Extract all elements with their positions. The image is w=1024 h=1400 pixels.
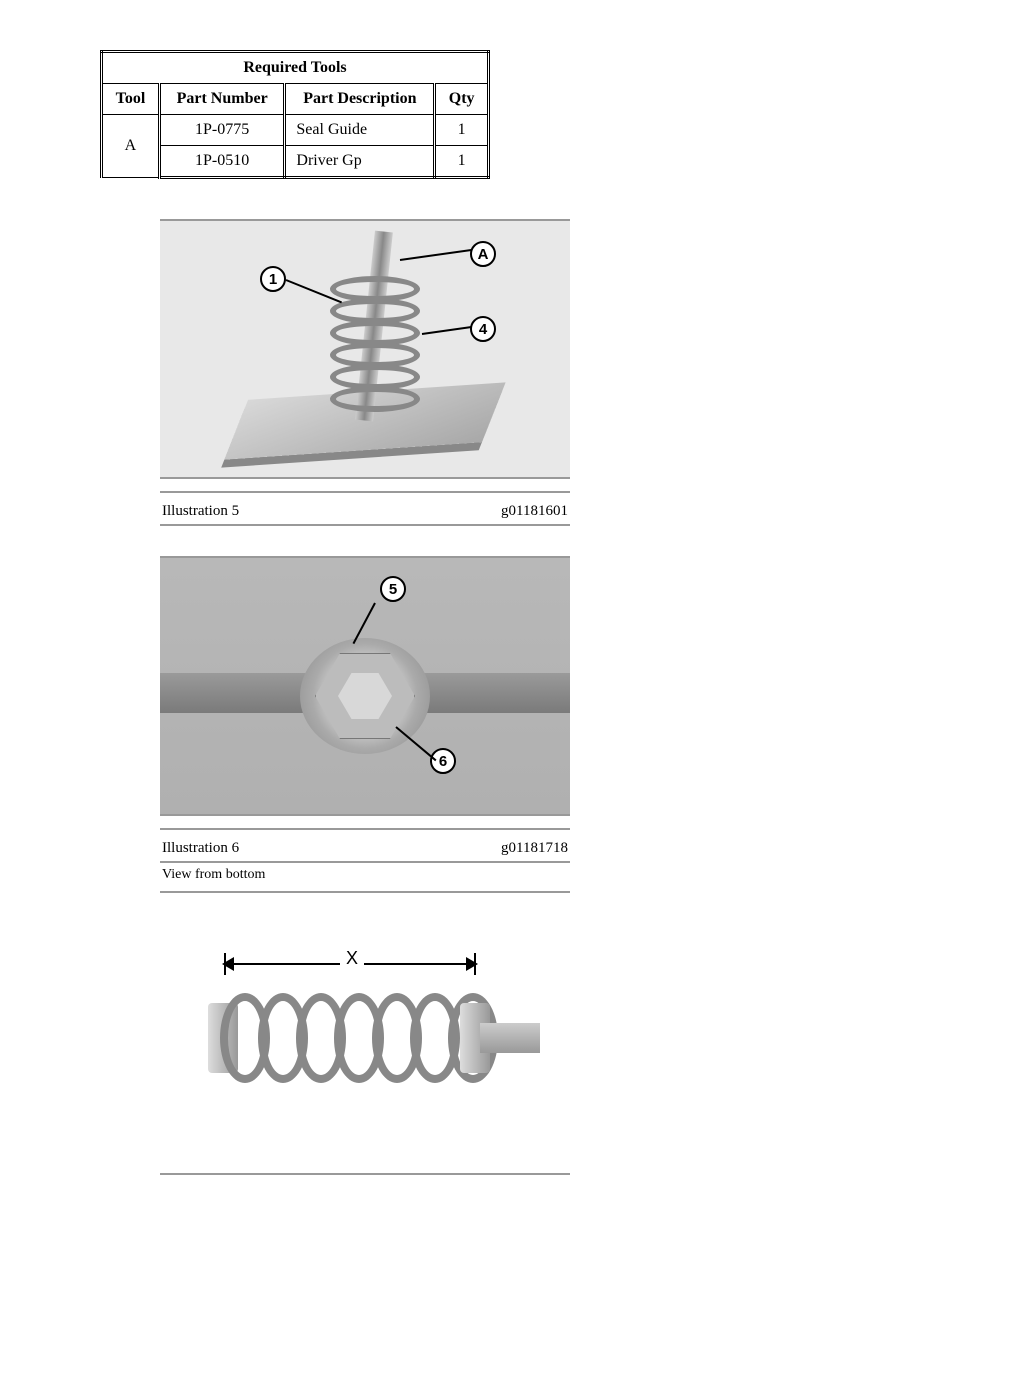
leader-line [400, 249, 472, 261]
table-title: Required Tools [102, 52, 489, 84]
illustration-code: g01181718 [501, 840, 568, 857]
col-tool: Tool [102, 84, 160, 115]
cell-qty: 1 [435, 146, 489, 178]
callout-1: 1 [260, 266, 286, 292]
figure-recoil-spring: X [160, 923, 570, 1143]
cell-partdesc: Driver Gp [285, 146, 435, 178]
leader-line [422, 326, 472, 335]
figure-illustration-5: 1 A 4 Illustration 5 g01181601 [160, 219, 570, 526]
spring-shape [330, 276, 420, 426]
divider [160, 1173, 570, 1175]
shaft-shape [480, 1023, 540, 1053]
table-row: A 1P-0775 Seal Guide 1 [102, 115, 489, 146]
col-partdesc: Part Description [285, 84, 435, 115]
required-tools-table: Required Tools Tool Part Number Part Des… [100, 50, 490, 179]
illustration-subcaption: View from bottom [160, 863, 570, 893]
figure-illustration-6: 5 6 Illustration 6 g01181718 View from b… [160, 556, 570, 893]
dim-label-x: X [340, 948, 364, 969]
dim-arrow-right-icon [466, 957, 478, 971]
table-row: 1P-0510 Driver Gp 1 [102, 146, 489, 178]
illustration-label: Illustration 6 [162, 840, 239, 857]
cell-partnum: 1P-0510 [159, 146, 284, 178]
cell-partdesc: Seal Guide [285, 115, 435, 146]
callout-6: 6 [430, 748, 456, 774]
callout-A: A [470, 241, 496, 267]
figure-image: 5 6 [160, 556, 570, 816]
illustration-code: g01181601 [501, 503, 568, 520]
figure-image: 1 A 4 [160, 219, 570, 479]
illustration-label: Illustration 5 [162, 503, 239, 520]
callout-4: 4 [470, 316, 496, 342]
figure-image: X [160, 923, 570, 1143]
col-qty: Qty [435, 84, 489, 115]
callout-5: 5 [380, 576, 406, 602]
cell-qty: 1 [435, 115, 489, 146]
spring-shape [220, 993, 500, 1083]
col-partnum: Part Number [159, 84, 284, 115]
cell-partnum: 1P-0775 [159, 115, 284, 146]
cell-tool: A [102, 115, 160, 178]
